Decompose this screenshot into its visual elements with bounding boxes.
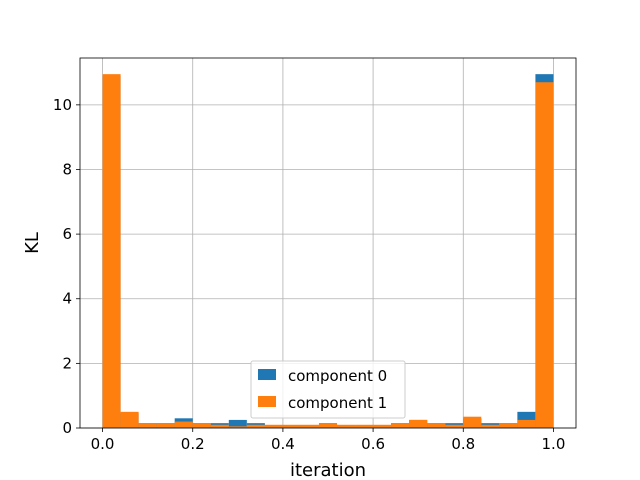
bar-component-1 [337, 424, 356, 428]
legend-label-component-0: component 0 [288, 367, 387, 385]
legend: component 0 component 1 [250, 360, 406, 419]
bar-component-1 [463, 416, 482, 428]
legend-label-component-1: component 1 [288, 394, 387, 412]
bar-component-1 [427, 423, 446, 428]
bar-component-1 [391, 423, 410, 428]
x-tick-label: 0.2 [181, 435, 205, 453]
bar-component-1 [228, 426, 247, 428]
x-tick-label: 0.6 [361, 435, 385, 453]
y-axis-label: KL [22, 232, 43, 254]
bar-component-1 [138, 423, 157, 428]
x-tick-label: 0.4 [271, 435, 295, 453]
bar-component-1 [174, 421, 193, 428]
bar-component-1 [282, 424, 301, 428]
x-tick-label: 1.0 [542, 435, 566, 453]
bar-component-1 [355, 424, 374, 428]
bar-component-1 [535, 82, 554, 428]
bar-component-1 [300, 424, 319, 428]
bar-component-1 [318, 423, 338, 428]
bar-component-1 [210, 424, 229, 428]
bar-component-1 [373, 424, 392, 428]
bar-component-1 [120, 411, 139, 428]
bar-component-1 [192, 423, 211, 428]
legend-box [250, 360, 406, 419]
series-component-1-bars [102, 74, 554, 429]
x-axis-label: iteration [290, 460, 366, 480]
bar-component-1 [409, 419, 428, 428]
bar-component-1 [481, 424, 500, 428]
bar-component-1 [264, 424, 283, 428]
legend-swatch-component-0 [258, 369, 276, 380]
x-tick-label: 0.8 [451, 435, 475, 453]
x-axis-ticks: 0.0 0.2 0.4 0.6 0.8 1.0 [91, 428, 566, 453]
plot-frame [79, 57, 577, 429]
y-axis-ticks: 0 2 4 6 8 10 [53, 96, 80, 437]
bar-component-1 [156, 423, 175, 428]
y-tick-label: 8 [62, 160, 72, 178]
y-tick-label: 0 [62, 419, 72, 437]
bar-component-0 [228, 419, 247, 428]
bar-component-1 [102, 74, 121, 429]
y-tick-label: 4 [62, 290, 72, 308]
x-tick-label: 0.0 [91, 435, 115, 453]
bar-component-1 [445, 424, 464, 428]
legend-swatch-component-1 [258, 396, 276, 407]
y-tick-label: 6 [62, 225, 72, 243]
y-tick-label: 2 [62, 354, 72, 372]
bar-component-1 [517, 419, 536, 428]
bar-component-1 [246, 424, 265, 428]
y-tick-label: 10 [53, 96, 72, 114]
bar-component-1 [499, 423, 518, 428]
